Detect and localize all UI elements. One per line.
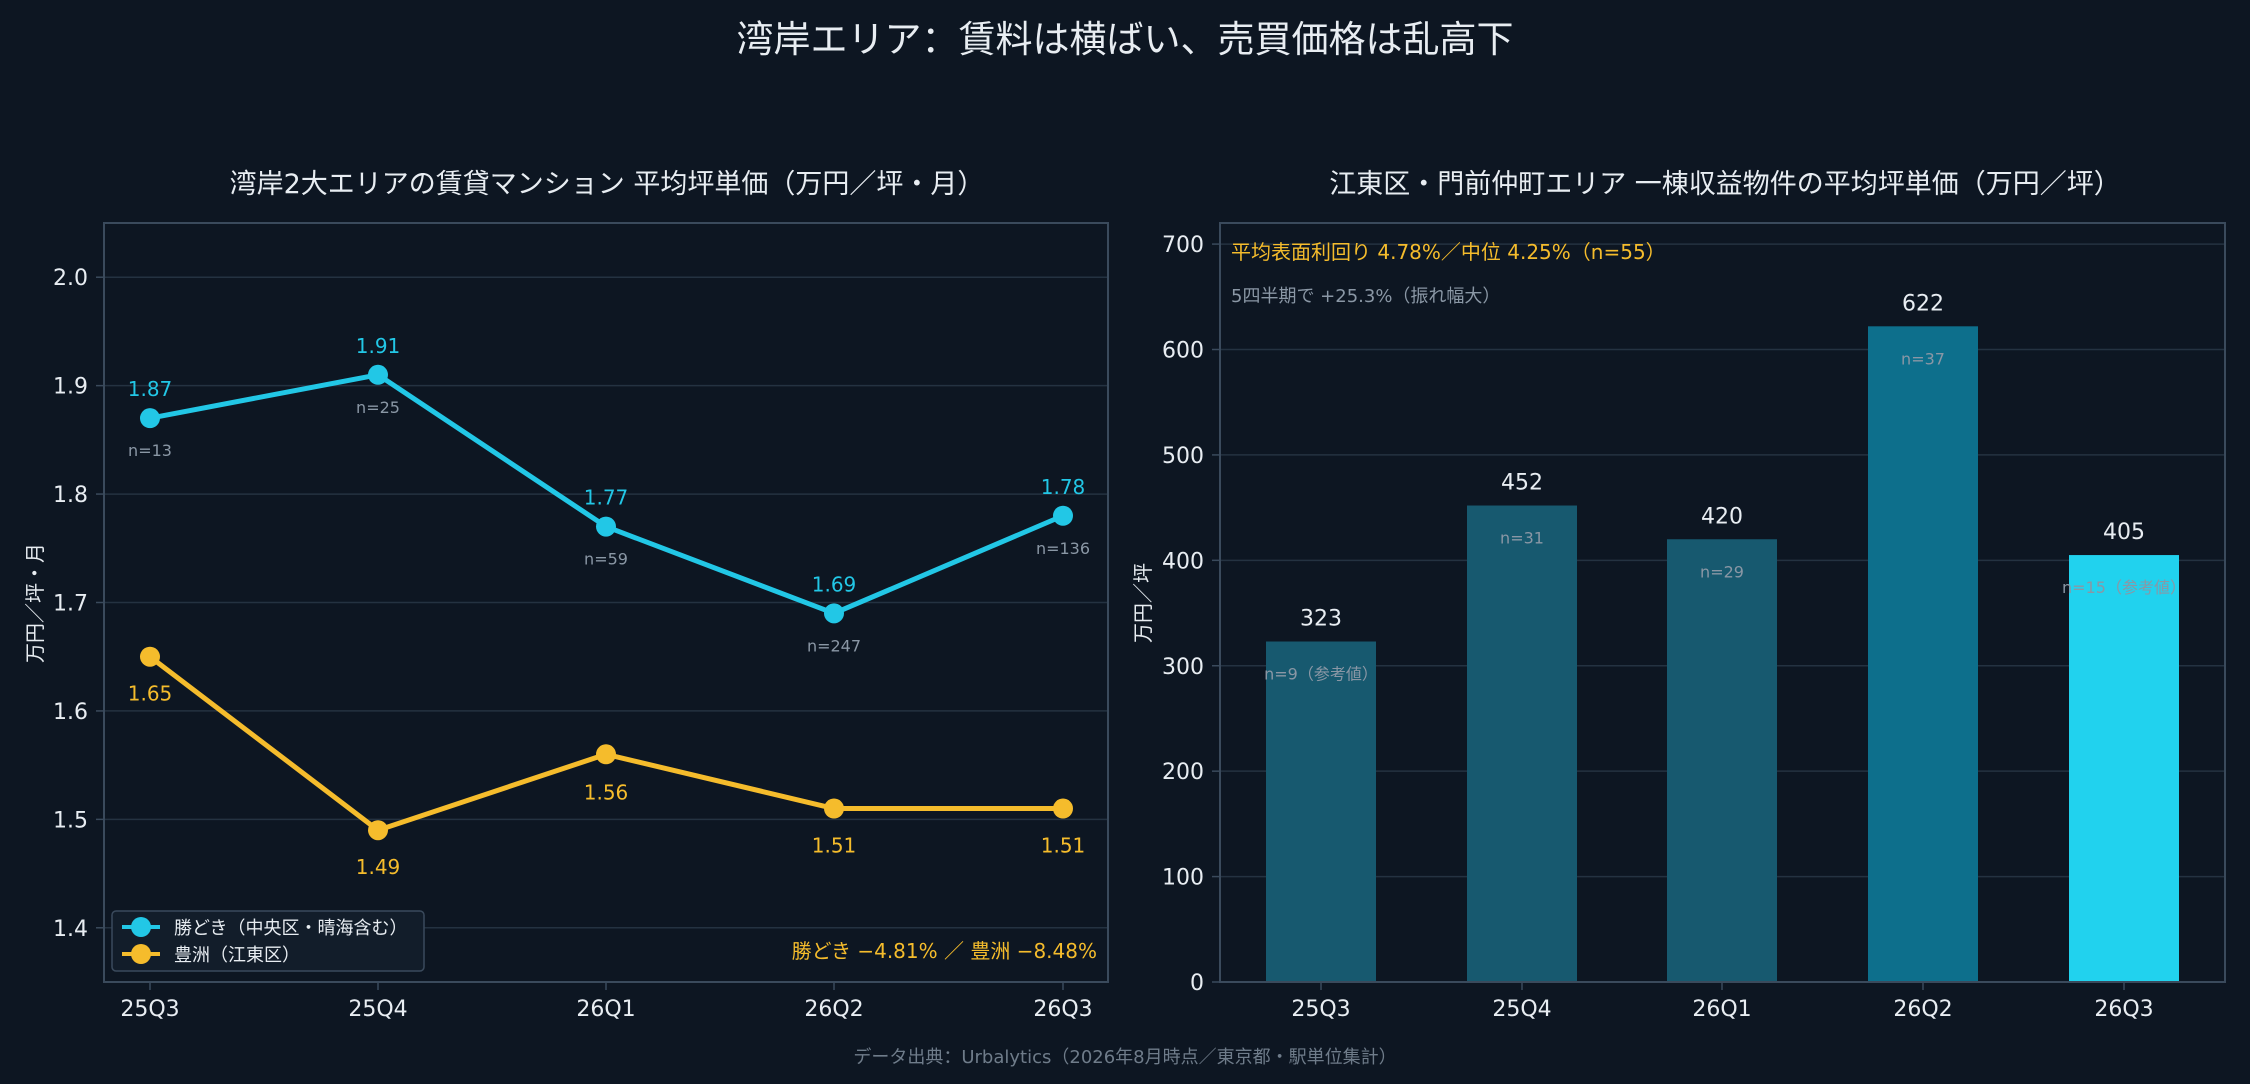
bar-chart-y-tick-label: 500 (1162, 444, 1204, 469)
data-label-toyosu: 1.56 (584, 780, 629, 804)
line-chart-x-tick-label: 25Q3 (120, 997, 179, 1022)
line-chart-y-tick-label: 1.8 (53, 483, 88, 508)
line-chart-title: 湾岸2大エリアの賃貸マンション 平均坪単価（万円／坪・月） (230, 169, 985, 200)
bar-26Q2 (1868, 326, 1978, 982)
bar-value-label: 323 (1300, 607, 1342, 632)
bar-value-label: 622 (1902, 291, 1944, 316)
bar-sample-size-label: n=29 (1700, 562, 1744, 581)
line-chart-x-tick-label: 26Q3 (1033, 997, 1092, 1022)
line-chart-grid (104, 276, 1108, 929)
main-title: 湾岸エリア：賃料は横ばい、売買価格は乱高下 (737, 18, 1514, 61)
line-chart-change-annotation: 勝どき −4.81% ／ 豊洲 −8.48% (792, 939, 1097, 963)
legend-box (111, 910, 425, 972)
bar-26Q3 (2069, 555, 2179, 982)
line-chart: 湾岸2大エリアの賃貸マンション 平均坪単価（万円／坪・月） 1.41.51.61… (23, 169, 1109, 1022)
bar-sample-size-label: n=15（参考値） (2062, 578, 2186, 597)
line-chart-y-axis-label: 万円／坪・月 (23, 543, 47, 663)
bar-chart-bars: 323 n=9（参考値） 452 n=31 420 n=29 622 n=37 405 n=15（… (1264, 291, 2186, 982)
data-point-kachidoki (824, 603, 844, 624)
data-point-toyosu (824, 798, 844, 819)
bar-chart-y-tick-label: 300 (1162, 655, 1204, 680)
legend-marker-kachidoki (131, 917, 151, 937)
bar-chart-y-tick-label: 100 (1162, 866, 1204, 891)
data-label-toyosu: 1.65 (128, 682, 173, 706)
data-label-toyosu: 1.49 (356, 855, 401, 879)
bar-chart-x-tick-label: 26Q3 (2094, 997, 2153, 1022)
bar-25Q4 (1467, 505, 1577, 982)
bar-chart-y-axis-label: 万円／坪 (1131, 563, 1155, 643)
line-chart-y-tick-label: 1.7 (53, 592, 88, 617)
bar-chart-x-ticks: 25Q3 25Q4 26Q1 26Q2 26Q3 (1291, 982, 2154, 1022)
line-chart-y-tick-label: 1.5 (53, 808, 88, 833)
data-label-kachidoki: 1.91 (356, 334, 401, 358)
data-point-toyosu (596, 744, 616, 765)
line-chart-legend: 勝どき（中央区・晴海含む） 豊洲（江東区） (111, 910, 425, 972)
bar-chart-range-annotation: 5四半期で +25.3%（振れ幅大） (1231, 286, 1500, 307)
line-chart-x-tick-label: 26Q1 (576, 997, 635, 1022)
bar-chart: 江東区・門前仲町エリア 一棟収益物件の平均坪単価（万円／坪） 323 n=9（参考… (1131, 169, 2226, 1022)
data-point-toyosu (140, 646, 160, 667)
bar-chart-x-tick-label: 25Q4 (1492, 997, 1551, 1022)
bar-value-label: 452 (1501, 471, 1543, 496)
data-point-kachidoki (140, 408, 160, 429)
data-label-kachidoki: 1.78 (1041, 475, 1086, 499)
data-point-kachidoki (368, 364, 388, 385)
bar-chart-yield-annotation: 平均表面利回り 4.78%／中位 4.25%（n=55） (1231, 240, 1666, 264)
bar-value-label: 420 (1701, 504, 1743, 529)
line-chart-y-tick-label: 1.6 (53, 700, 88, 725)
sample-size-label-kachidoki: n=25 (356, 398, 400, 417)
bar-sample-size-label: n=37 (1901, 349, 1945, 368)
data-point-kachidoki (596, 516, 616, 537)
data-label-toyosu: 1.51 (1041, 834, 1086, 858)
data-point-toyosu (368, 820, 388, 841)
legend-label-kachidoki: 勝どき（中央区・晴海含む） (174, 918, 407, 939)
line-chart-x-tick-label: 26Q2 (804, 997, 863, 1022)
sample-size-label-kachidoki: n=13 (128, 441, 172, 460)
bar-26Q1 (1667, 539, 1777, 982)
bar-chart-x-tick-label: 26Q2 (1893, 997, 1952, 1022)
bar-chart-y-ticks: 0 100 200 300 400 500 600 700 (1162, 233, 1220, 996)
bar-chart-y-tick-label: 0 (1190, 971, 1204, 996)
data-label-toyosu: 1.51 (812, 834, 857, 858)
line-chart-y-tick-label: 1.9 (53, 375, 88, 400)
bar-sample-size-label: n=9（参考値） (1264, 665, 1378, 684)
data-point-kachidoki (1053, 505, 1073, 526)
data-label-kachidoki: 1.77 (584, 486, 629, 510)
line-chart-x-ticks: 25Q3 25Q4 26Q1 26Q2 26Q3 (120, 982, 1093, 1022)
line-chart-y-tick-label: 1.4 (53, 917, 88, 942)
sample-size-label-kachidoki: n=59 (584, 550, 628, 569)
line-chart-x-tick-label: 25Q4 (348, 997, 407, 1022)
data-source-footer: データ出典：Urbalytics（2026年8月時点／東京都・駅単位集計） (853, 1047, 1396, 1068)
bar-chart-title: 江東区・門前仲町エリア 一棟収益物件の平均坪単価（万円／坪） (1329, 169, 2121, 200)
data-label-kachidoki: 1.87 (128, 377, 173, 401)
bar-chart-y-tick-label: 600 (1162, 339, 1204, 364)
data-label-kachidoki: 1.69 (812, 572, 857, 596)
data-point-toyosu (1053, 798, 1073, 819)
bar-chart-y-tick-label: 400 (1162, 549, 1204, 574)
bar-chart-x-tick-label: 25Q3 (1291, 997, 1350, 1022)
bar-value-label: 405 (2103, 520, 2145, 545)
legend-label-toyosu: 豊洲（江東区） (174, 945, 300, 966)
bar-chart-y-tick-label: 700 (1162, 233, 1204, 258)
bar-chart-y-tick-label: 200 (1162, 760, 1204, 785)
line-chart-y-ticks: 1.4 1.5 1.6 1.7 1.8 1.9 2.0 (53, 266, 104, 942)
line-chart-y-tick-label: 2.0 (53, 266, 88, 291)
legend-marker-toyosu (131, 944, 151, 964)
bar-sample-size-label: n=31 (1500, 529, 1544, 548)
bar-25Q3 (1266, 641, 1376, 982)
sample-size-label-kachidoki: n=247 (807, 636, 861, 655)
line-chart-series: 1.87 n=13 1.91 n=25 1.77 n=59 1.69 n=247 1.78 n=1… (128, 334, 1090, 879)
sample-size-label-kachidoki: n=136 (1036, 539, 1090, 558)
bar-chart-x-tick-label: 26Q1 (1692, 997, 1751, 1022)
